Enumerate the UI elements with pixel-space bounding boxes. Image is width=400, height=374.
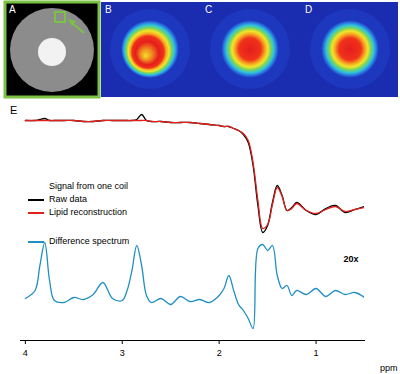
svg-text:A: A	[9, 4, 16, 15]
svg-text:1: 1	[314, 348, 319, 358]
html-text:Raw data: Raw data	[49, 194, 87, 204]
svg-text:4: 4	[23, 348, 28, 358]
html-text:Difference spectrum: Difference spectrum	[49, 236, 130, 246]
svg-text:20x: 20x	[343, 254, 358, 264]
svg-text:3: 3	[120, 348, 125, 358]
html-text:Lipid reconstruction: Lipid reconstruction	[49, 207, 127, 217]
html-text:Signal from one coil: Signal from one coil	[49, 181, 128, 191]
svg-text:D: D	[305, 4, 312, 15]
svg-text:C: C	[205, 4, 212, 15]
html-text:E: E	[10, 104, 18, 116]
svg-text:ppm: ppm	[380, 363, 398, 373]
svg-text:2: 2	[217, 348, 222, 358]
svg-text:B: B	[105, 4, 112, 15]
